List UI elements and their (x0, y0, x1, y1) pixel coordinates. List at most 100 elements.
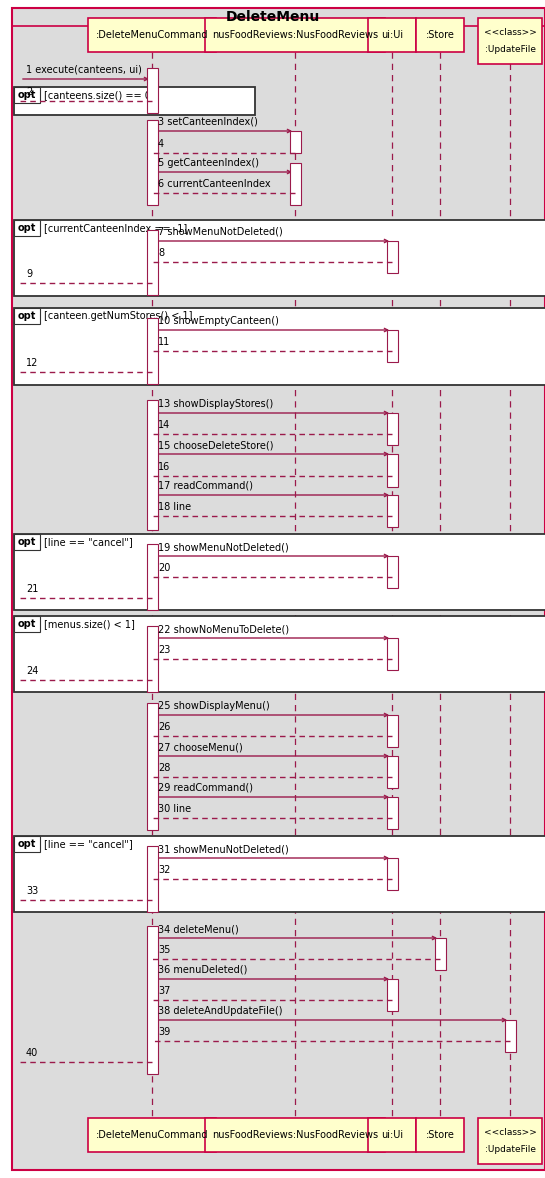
Bar (416, 1118, 464, 1152)
Text: 15 chooseDeleteStore(): 15 chooseDeleteStore() (158, 441, 274, 450)
Text: opt: opt (18, 537, 36, 547)
Text: 4: 4 (158, 139, 164, 148)
Bar (416, 18, 464, 52)
Text: 35: 35 (158, 945, 171, 955)
Text: 2: 2 (26, 87, 32, 97)
Text: 29 readCommand(): 29 readCommand() (158, 783, 253, 793)
Text: 36 menuDeleted(): 36 menuDeleted() (158, 965, 247, 975)
Bar (386, 979, 397, 1011)
Text: [menus.size() < 1]: [menus.size() < 1] (44, 618, 135, 629)
Bar (478, 1118, 542, 1164)
Text: 21: 21 (26, 584, 38, 594)
Text: opt: opt (18, 618, 36, 629)
Text: opt: opt (18, 223, 36, 233)
Text: DeleteMenu: DeleteMenu (226, 9, 319, 24)
Text: opt: opt (18, 311, 36, 320)
Bar (14, 87, 255, 115)
Text: 39: 39 (158, 1027, 170, 1037)
Bar (147, 68, 158, 113)
Text: 26: 26 (158, 722, 171, 732)
Bar (147, 401, 158, 530)
Bar (386, 241, 397, 273)
Bar (147, 544, 158, 610)
Text: 23: 23 (158, 646, 171, 655)
Text: :DeleteMenuCommand: :DeleteMenuCommand (96, 29, 208, 40)
Bar (205, 1118, 385, 1152)
Text: 5 getCanteenIndex(): 5 getCanteenIndex() (158, 158, 259, 168)
Text: 18 line: 18 line (158, 502, 191, 512)
Text: 1 execute(canteens, ui): 1 execute(canteens, ui) (26, 65, 142, 75)
Text: :Store: :Store (426, 29, 455, 40)
Bar (14, 220, 545, 296)
Bar (478, 18, 542, 64)
Bar (14, 307, 545, 385)
Text: 20: 20 (158, 563, 171, 573)
Bar (14, 220, 40, 236)
Text: [canteen.getNumStores() < 1]: [canteen.getNumStores() < 1] (44, 311, 192, 320)
Text: :Store: :Store (426, 1130, 455, 1140)
Bar (289, 131, 300, 153)
Text: nusFoodReviews:NusFoodReviews: nusFoodReviews:NusFoodReviews (212, 29, 378, 40)
Text: <<class>>: <<class>> (483, 28, 536, 38)
Bar (147, 626, 158, 691)
Bar (14, 87, 40, 102)
Text: 33: 33 (26, 886, 38, 896)
Bar (147, 230, 158, 294)
Text: 28: 28 (158, 763, 171, 773)
Text: 7 showMenuNotDeleted(): 7 showMenuNotDeleted() (158, 227, 283, 237)
Bar (289, 163, 300, 205)
Bar (386, 756, 397, 788)
Bar (386, 413, 397, 445)
Text: 27 chooseMenu(): 27 chooseMenu() (158, 742, 243, 752)
Text: 3 setCanteenIndex(): 3 setCanteenIndex() (158, 117, 258, 127)
Text: 11: 11 (158, 337, 170, 348)
Bar (386, 330, 397, 362)
Bar (14, 534, 40, 550)
Bar (14, 836, 40, 852)
Text: 38 deleteAndUpdateFile(): 38 deleteAndUpdateFile() (158, 1006, 282, 1015)
Bar (147, 120, 158, 205)
Bar (14, 616, 40, 633)
Text: 6 currentCanteenIndex: 6 currentCanteenIndex (158, 179, 271, 188)
Bar (88, 1118, 216, 1152)
Bar (14, 534, 545, 610)
Text: :UpdateFile: :UpdateFile (485, 45, 536, 54)
Bar (147, 846, 158, 912)
Text: opt: opt (18, 90, 36, 100)
Text: 17 readCommand(): 17 readCommand() (158, 481, 253, 491)
Bar (14, 616, 545, 691)
Text: [line == "cancel"]: [line == "cancel"] (44, 537, 133, 547)
Bar (14, 307, 40, 324)
Text: 32: 32 (158, 865, 171, 875)
Bar (386, 454, 397, 487)
Bar (386, 495, 397, 527)
Text: 13 showDisplayStores(): 13 showDisplayStores() (158, 399, 273, 409)
Text: 10 showEmptyCanteen(): 10 showEmptyCanteen() (158, 316, 279, 326)
Bar (434, 938, 445, 969)
Text: 19 showMenuNotDeleted(): 19 showMenuNotDeleted() (158, 542, 289, 552)
Text: 12: 12 (26, 358, 38, 368)
Text: [currentCanteenIndex == -1]: [currentCanteenIndex == -1] (44, 223, 187, 233)
Bar (386, 638, 397, 670)
Bar (505, 1020, 516, 1052)
Text: 14: 14 (158, 421, 170, 430)
Text: nusFoodReviews:NusFoodReviews: nusFoodReviews:NusFoodReviews (212, 1130, 378, 1140)
Text: :DeleteMenuCommand: :DeleteMenuCommand (96, 1130, 208, 1140)
Text: 9: 9 (26, 269, 32, 279)
Bar (147, 926, 158, 1074)
Text: 40: 40 (26, 1048, 38, 1058)
Text: [canteens.size() == 0]: [canteens.size() == 0] (44, 90, 155, 100)
Bar (386, 798, 397, 829)
Bar (386, 715, 397, 747)
Text: 34 deleteMenu(): 34 deleteMenu() (158, 924, 239, 934)
Text: ui:Ui: ui:Ui (381, 1130, 403, 1140)
Bar (147, 703, 158, 830)
Bar (386, 858, 397, 891)
Text: ui:Ui: ui:Ui (381, 29, 403, 40)
Bar (368, 1118, 416, 1152)
Text: 30 line: 30 line (158, 805, 191, 814)
Text: :UpdateFile: :UpdateFile (485, 1145, 536, 1153)
Text: 8: 8 (158, 249, 164, 258)
Bar (386, 556, 397, 588)
Bar (14, 836, 545, 912)
